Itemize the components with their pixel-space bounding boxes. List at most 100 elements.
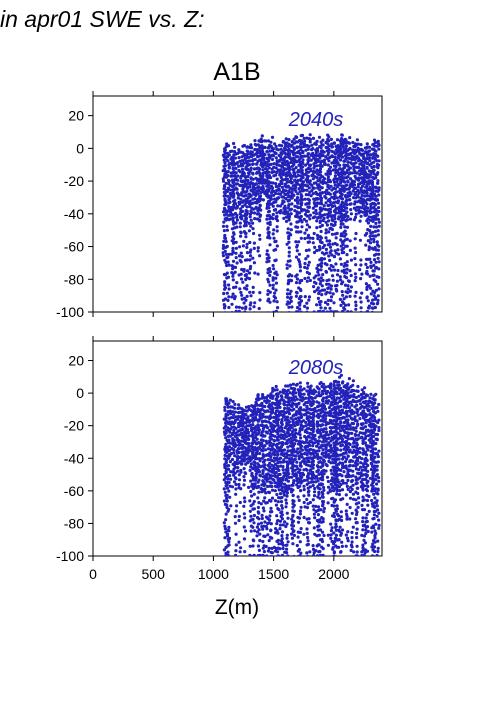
- data-point: [292, 464, 296, 468]
- data-point: [350, 403, 354, 407]
- data-point: [301, 175, 305, 180]
- data-point: [226, 144, 231, 148]
- data-point: [325, 223, 329, 227]
- data-point: [280, 504, 284, 508]
- data-point: [234, 305, 239, 309]
- data-point: [329, 284, 334, 288]
- data-point: [231, 208, 235, 212]
- data-point: [242, 301, 246, 305]
- data-point: [362, 498, 366, 502]
- data-point: [341, 389, 345, 393]
- data-point: [239, 277, 244, 281]
- data-point: [289, 173, 293, 177]
- data-point: [322, 216, 326, 220]
- data-point: [350, 157, 354, 162]
- data-point: [344, 509, 348, 513]
- data-point: [225, 450, 229, 454]
- data-point: [325, 188, 329, 192]
- data-point: [225, 224, 229, 228]
- data-point: [347, 141, 352, 145]
- data-point: [248, 468, 252, 472]
- data-point: [234, 426, 238, 430]
- data-point: [317, 439, 321, 443]
- data-point: [279, 500, 284, 504]
- data-point: [306, 385, 310, 389]
- data-point: [299, 392, 303, 396]
- data-point: [298, 262, 302, 267]
- data-point: [246, 450, 250, 454]
- x-tick-label: 1500: [258, 566, 289, 582]
- data-point: [361, 516, 365, 520]
- data-point: [375, 159, 379, 163]
- data-point: [314, 281, 318, 285]
- data-point: [253, 482, 257, 486]
- data-point: [224, 442, 228, 446]
- data-point: [270, 484, 274, 489]
- data-point: [254, 205, 258, 209]
- data-point: [330, 227, 334, 232]
- data-point: [276, 418, 281, 422]
- data-point: [287, 412, 292, 416]
- data-point: [234, 166, 238, 170]
- data-point: [305, 188, 309, 192]
- data-point: [249, 168, 253, 172]
- data-point: [279, 460, 283, 464]
- data-point: [251, 227, 255, 231]
- data-point: [292, 450, 296, 454]
- data-point: [364, 421, 368, 425]
- data-point: [268, 267, 272, 271]
- data-point: [258, 167, 262, 171]
- data-point: [370, 310, 374, 312]
- data-point: [297, 516, 302, 520]
- data-point: [361, 528, 365, 532]
- data-point: [363, 551, 367, 555]
- data-point: [268, 514, 272, 518]
- data-point: [339, 448, 343, 452]
- data-point: [226, 275, 231, 279]
- data-point: [256, 446, 261, 450]
- data-point: [340, 540, 344, 544]
- data-point: [321, 278, 325, 282]
- data-point: [253, 157, 257, 161]
- data-point: [354, 161, 358, 165]
- data-point: [313, 245, 317, 249]
- data-point: [253, 186, 257, 190]
- data-point: [277, 488, 281, 492]
- data-point: [287, 214, 292, 219]
- data-point: [257, 528, 261, 532]
- data-point: [374, 140, 378, 144]
- data-point: [374, 176, 378, 180]
- data-point: [224, 518, 228, 522]
- data-point: [280, 537, 284, 541]
- data-point: [268, 222, 272, 227]
- data-point: [245, 287, 249, 291]
- data-point: [311, 437, 315, 441]
- data-point: [326, 389, 330, 394]
- data-point: [350, 459, 355, 463]
- data-point: [341, 145, 345, 149]
- data-point: [330, 539, 334, 544]
- data-point: [335, 390, 339, 395]
- data-point: [275, 229, 279, 233]
- data-point: [281, 441, 285, 445]
- data-point: [351, 383, 355, 387]
- data-point: [355, 443, 359, 447]
- data-point: [310, 183, 314, 187]
- data-point: [295, 397, 299, 401]
- data-point: [365, 165, 369, 169]
- data-point: [274, 208, 278, 212]
- data-point: [327, 254, 331, 258]
- data-point: [225, 483, 229, 487]
- data-point: [228, 398, 232, 402]
- y-tick-label: -60: [64, 483, 84, 499]
- data-point: [261, 168, 265, 172]
- data-point: [302, 392, 306, 396]
- data-point: [254, 412, 259, 417]
- data-point: [244, 306, 248, 311]
- data-point: [362, 182, 366, 186]
- data-point: [309, 400, 313, 404]
- data-point: [271, 263, 275, 268]
- data-point: [314, 274, 318, 278]
- data-point: [239, 230, 243, 234]
- data-point: [227, 213, 231, 217]
